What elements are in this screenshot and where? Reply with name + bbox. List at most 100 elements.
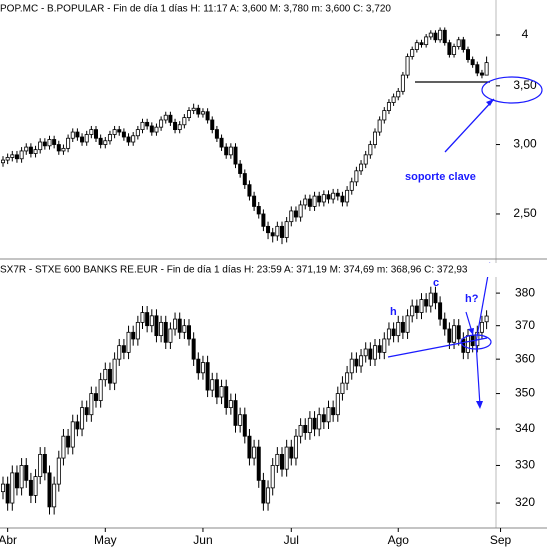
candle-body <box>56 144 61 152</box>
candle-body <box>410 305 415 317</box>
annotation: c <box>433 277 439 289</box>
y-tick-label: 370 <box>515 318 535 332</box>
candle-body <box>140 121 145 131</box>
candle-body <box>261 213 266 227</box>
candle-body <box>266 487 271 504</box>
arrow <box>475 341 481 407</box>
candle-body <box>196 107 201 115</box>
candle-body <box>210 119 215 131</box>
candle-body <box>70 131 75 139</box>
candle-body <box>452 46 457 55</box>
candle-body <box>270 465 275 489</box>
candle-body <box>359 163 364 172</box>
candle-body <box>98 379 103 401</box>
title-background <box>0 2 420 16</box>
x-tick-label: Jun <box>193 533 212 547</box>
candle-body <box>38 453 43 478</box>
candle-body <box>303 198 308 206</box>
candle-body <box>52 139 57 145</box>
candle-body <box>266 225 271 234</box>
candle-body <box>326 194 331 200</box>
candle-body <box>135 321 140 340</box>
candle-body <box>484 315 489 323</box>
candle-body <box>200 111 205 115</box>
candle-body <box>377 119 382 133</box>
candle-body <box>42 453 47 474</box>
y-tick-label: 350 <box>515 386 535 400</box>
candle-body <box>335 192 340 197</box>
candle-body <box>140 312 145 323</box>
candle-body <box>345 372 350 384</box>
candle-body <box>414 305 419 313</box>
candle-body <box>247 184 252 197</box>
candle-body <box>131 331 136 340</box>
candle-body <box>396 321 401 337</box>
candle-body <box>173 318 178 330</box>
candle-body <box>168 114 173 123</box>
candle-body <box>205 111 210 121</box>
x-tick-label: Abr <box>0 533 17 547</box>
candle-body <box>84 134 89 143</box>
candle-body <box>270 232 275 237</box>
candle-body <box>131 135 136 143</box>
candle-body <box>331 407 336 416</box>
candle-body <box>219 386 224 398</box>
y-tick-label: 330 <box>515 458 535 472</box>
candle-body <box>256 446 261 481</box>
candle-body <box>456 325 461 340</box>
candle-body <box>345 189 350 203</box>
candle-body <box>424 299 429 307</box>
candle-body <box>391 328 396 337</box>
candle-body <box>103 368 108 381</box>
candle-body <box>163 321 168 343</box>
candle-body <box>89 393 94 416</box>
candle-body <box>10 154 15 158</box>
candle-body <box>312 195 317 207</box>
candle-body <box>456 39 461 47</box>
candle-body <box>252 446 257 459</box>
y-tick-label: 320 <box>515 495 535 509</box>
candle-body <box>214 379 219 398</box>
candle-body <box>256 206 261 215</box>
candle-body <box>298 204 303 218</box>
candle-body <box>400 321 405 333</box>
x-tick-label: Sep <box>490 533 512 547</box>
candle-body <box>219 137 224 148</box>
candle-body <box>428 32 433 38</box>
candle-body <box>61 435 66 459</box>
annotation: soporte clave <box>405 171 476 183</box>
candle-body <box>112 129 117 135</box>
candle-body <box>159 321 164 337</box>
candle-body <box>438 29 443 41</box>
candle-body <box>14 154 19 160</box>
candle-body <box>452 325 457 343</box>
trend-line <box>387 337 488 358</box>
candle-body <box>391 96 396 103</box>
candle-body <box>479 321 484 333</box>
candle-body <box>419 299 424 313</box>
candle-body <box>28 479 33 496</box>
candle-body <box>433 292 438 304</box>
candle-body <box>307 417 312 433</box>
candle-body <box>293 435 298 459</box>
candle-body <box>107 368 112 384</box>
candle-body <box>465 49 470 60</box>
candle-body <box>414 42 419 50</box>
candle-body <box>66 435 71 448</box>
candle-body <box>28 146 33 154</box>
candle-body <box>242 414 247 437</box>
candle-body <box>410 49 415 57</box>
candle-body <box>470 59 475 66</box>
candle-body <box>400 74 405 92</box>
candle-body <box>24 465 29 481</box>
candle-body <box>405 315 410 333</box>
candle-body <box>465 335 470 353</box>
candle-body <box>224 146 229 156</box>
candle-body <box>293 210 298 218</box>
candle-body <box>80 407 85 430</box>
candle-body <box>186 325 191 340</box>
candle-body <box>340 382 345 394</box>
candle-body <box>56 457 61 485</box>
candle-body <box>210 379 215 391</box>
